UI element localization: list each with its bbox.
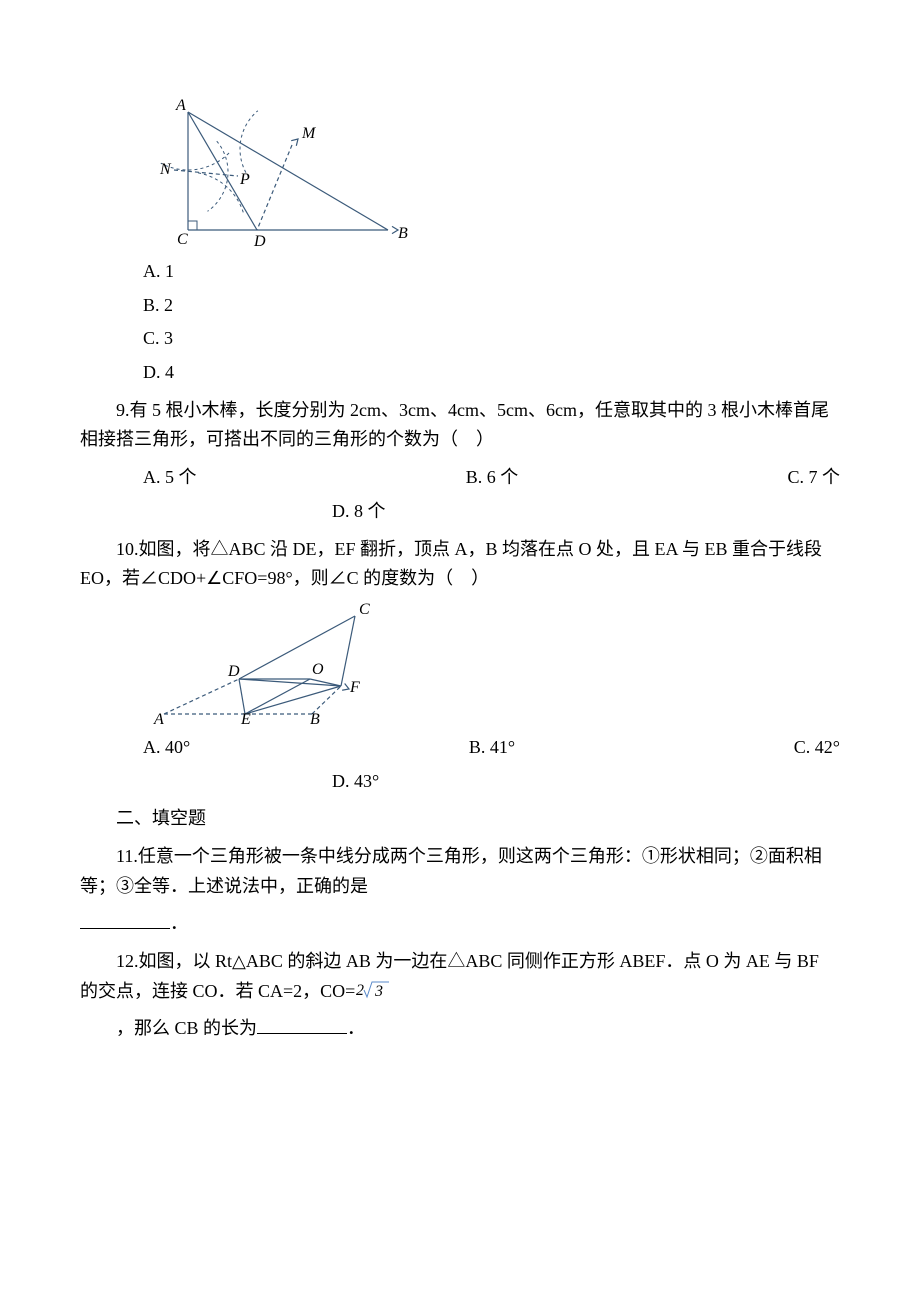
q8-option-d: D. 4 [143, 358, 840, 388]
q8-option-b: B. 2 [143, 291, 840, 321]
q10-figure: C D O F A E B [140, 602, 840, 727]
q8-option-c: C. 3 [143, 324, 840, 354]
q12-stem: 12.如图，以 Rt△ABC 的斜边 AB 为一边在△ABC 同侧作正方形 AB… [80, 947, 840, 1006]
section-2-heading: 二、填空题 [80, 804, 840, 834]
sqrt-expression-icon: 2 3 [355, 980, 389, 1000]
q9-option-d: D. 8 个 [332, 497, 840, 527]
svg-text:P: P [239, 171, 250, 188]
q11-tail: ． [170, 913, 188, 933]
q9-option-b: B. 6 个 [466, 463, 519, 493]
q10-option-a: A. 40° [143, 733, 190, 763]
q12-text-1: 12.如图，以 Rt△ABC 的斜边 AB 为一边在△ABC 同侧作正方形 AB… [80, 951, 819, 1001]
q12-blank [257, 1016, 347, 1034]
q10-stem: 10.如图，将△ABC 沿 DE，EF 翻折，顶点 A，B 均落在点 O 处，且… [80, 535, 840, 594]
q12-line2: ，那么 CB 的长为 ． [80, 1014, 840, 1044]
svg-text:D: D [227, 663, 240, 680]
q11-blank-line: ． [80, 909, 840, 939]
q10-option-d: D. 43° [332, 767, 840, 797]
q11-stem: 11.任意一个三角形被一条中线分成两个三角形，则这两个三角形：①形状相同；②面积… [80, 842, 840, 901]
svg-text:A: A [175, 97, 186, 114]
triangle-fold-diagram: C D O F A E B [140, 602, 405, 727]
svg-text:B: B [398, 225, 408, 242]
q12-tail: ． [347, 1018, 365, 1038]
svg-text:N: N [159, 161, 172, 178]
q11-blank [80, 911, 170, 929]
triangle-construction-diagram: A M N P C D B [140, 96, 415, 251]
q9-options-row: A. 5 个 B. 6 个 C. 7 个 [80, 463, 840, 493]
svg-text:C: C [359, 602, 370, 618]
q10-option-b: B. 41° [469, 733, 515, 763]
svg-text:E: E [240, 711, 251, 727]
q9-stem: 9.有 5 根小木棒，长度分别为 2cm、3cm、4cm、5cm、6cm，任意取… [80, 396, 840, 455]
svg-text:F: F [349, 679, 360, 696]
q9-option-c: C. 7 个 [787, 463, 840, 493]
svg-text:A: A [153, 711, 164, 727]
q11-text: 11.任意一个三角形被一条中线分成两个三角形，则这两个三角形：①形状相同；②面积… [80, 846, 822, 896]
svg-text:O: O [312, 661, 324, 678]
q12-text-2: ，那么 CB 的长为 [116, 1018, 257, 1038]
q8-option-a: A. 1 [143, 257, 840, 287]
svg-text:B: B [310, 711, 320, 727]
svg-text:C: C [177, 231, 188, 248]
q10-option-c: C. 42° [794, 733, 840, 763]
svg-text:M: M [301, 125, 317, 142]
sqrt-coef: 2 [356, 982, 364, 999]
q8-figure: A M N P C D B [140, 96, 840, 251]
sqrt-rad: 3 [374, 983, 383, 1000]
q10-options-row: A. 40° B. 41° C. 42° [80, 733, 840, 763]
q9-option-a: A. 5 个 [143, 463, 197, 493]
svg-text:D: D [253, 233, 266, 250]
